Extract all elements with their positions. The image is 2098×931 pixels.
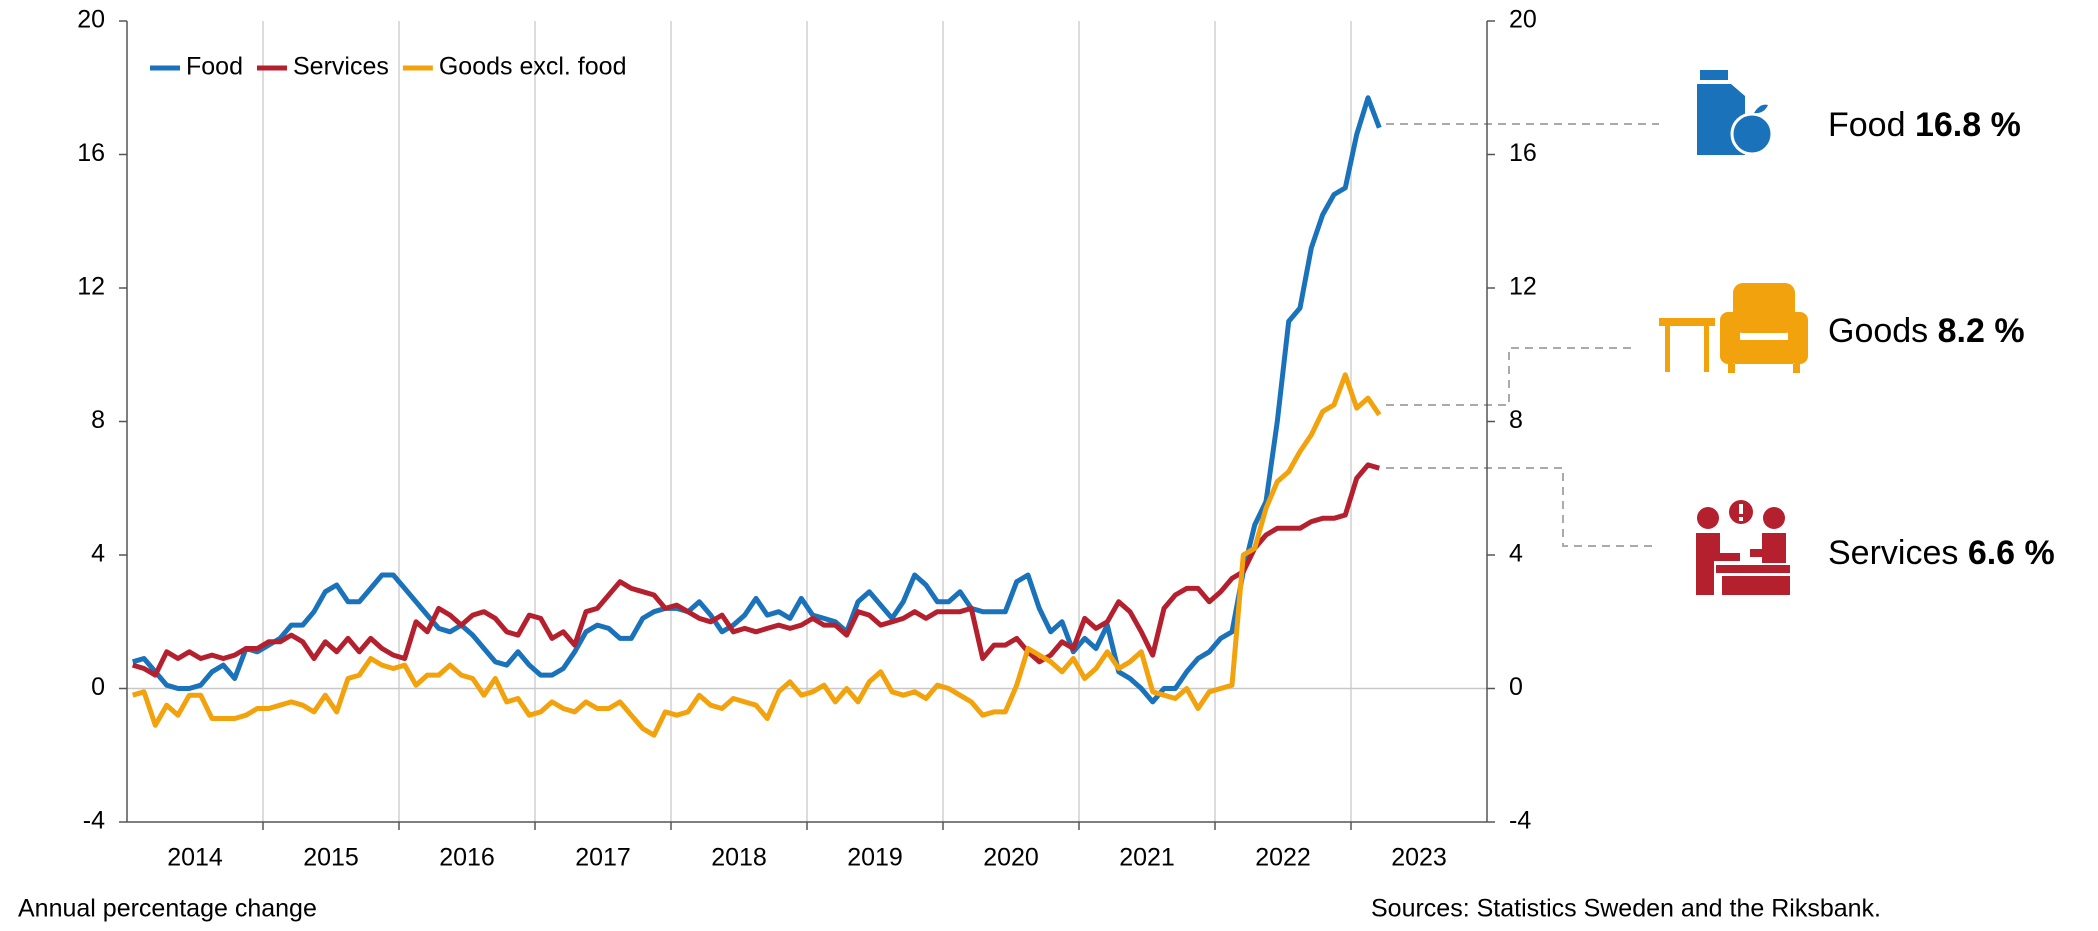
series-line [131, 372, 1382, 738]
x-tick-label: 2020 [983, 844, 1039, 872]
x-tick-label: 2018 [711, 844, 767, 872]
series-line [131, 95, 1382, 705]
x-tick-label: 2023 [1391, 844, 1447, 872]
services-icon [1696, 500, 1790, 595]
chair-back [1733, 283, 1795, 333]
food-icon [1697, 70, 1774, 156]
table-top [1659, 318, 1715, 326]
y-tick-label: -4 [83, 807, 105, 835]
desk-top [1716, 565, 1790, 573]
y2-tick-label: 0 [1509, 673, 1523, 701]
axis-label: Annual percentage change [18, 895, 317, 923]
y2-tick-label: 8 [1509, 406, 1523, 434]
x-tick-label: 2019 [847, 844, 903, 872]
y-tick-label: 16 [77, 139, 105, 167]
carton-top [1700, 70, 1728, 80]
annotation-value: 6.6 % [1968, 534, 2055, 572]
series-line [131, 462, 1381, 678]
chair-foot [1793, 364, 1800, 373]
y2-tick-label: 16 [1509, 139, 1537, 167]
apple [1730, 112, 1774, 156]
bubble-mark [1739, 517, 1743, 521]
y-tick-label: 8 [91, 406, 105, 434]
x-tick-label: 2022 [1255, 844, 1311, 872]
legend-label: Goods excl. food [439, 53, 627, 81]
y-tick-label: 20 [77, 6, 105, 34]
bubble-mark [1739, 504, 1743, 514]
y2-tick-label: -4 [1509, 807, 1531, 835]
annotation-value: 8.2 % [1938, 312, 2025, 350]
x-tick-label: 2021 [1119, 844, 1175, 872]
source: Sources: Statistics Sweden and the Riksb… [1371, 895, 1881, 923]
person-body [1750, 533, 1786, 563]
annotation: Goods 8.2 % [1828, 312, 2025, 350]
legend-label: Services [293, 53, 389, 81]
person-head [1763, 507, 1785, 529]
chair-seat [1735, 340, 1793, 364]
y2-tick-label: 4 [1509, 540, 1523, 568]
person-body [1696, 533, 1740, 595]
x-tick-label: 2014 [167, 844, 223, 872]
connectors [1386, 123, 1659, 547]
person-head [1697, 507, 1719, 529]
apple-leaf [1754, 104, 1768, 114]
goods-icon [1659, 283, 1808, 373]
desk [1722, 576, 1790, 595]
annotation-value: 16.8 % [1915, 106, 2021, 144]
table-leg [1665, 326, 1670, 372]
y-tick-label: 4 [91, 540, 105, 568]
y-tick-label: 0 [91, 673, 105, 701]
table-leg [1704, 326, 1709, 372]
goods-connector [1386, 347, 1635, 406]
y2-tick-label: 12 [1509, 273, 1537, 301]
services-connector [1386, 467, 1656, 547]
annotation-label: Goods [1828, 312, 1928, 350]
legend-label: Food [186, 53, 243, 81]
annotation: Food 16.8 % [1828, 106, 2021, 144]
annotation-label: Food [1828, 106, 1906, 144]
annotation-label: Services [1828, 534, 1958, 572]
x-tick-label: 2016 [439, 844, 495, 872]
y-tick-label: 12 [77, 273, 105, 301]
chair-foot [1728, 364, 1735, 373]
x-tick-label: 2017 [575, 844, 631, 872]
annotation: Services 6.6 % [1828, 534, 2055, 572]
x-tick-label: 2015 [303, 844, 359, 872]
y2-tick-label: 20 [1509, 6, 1537, 34]
